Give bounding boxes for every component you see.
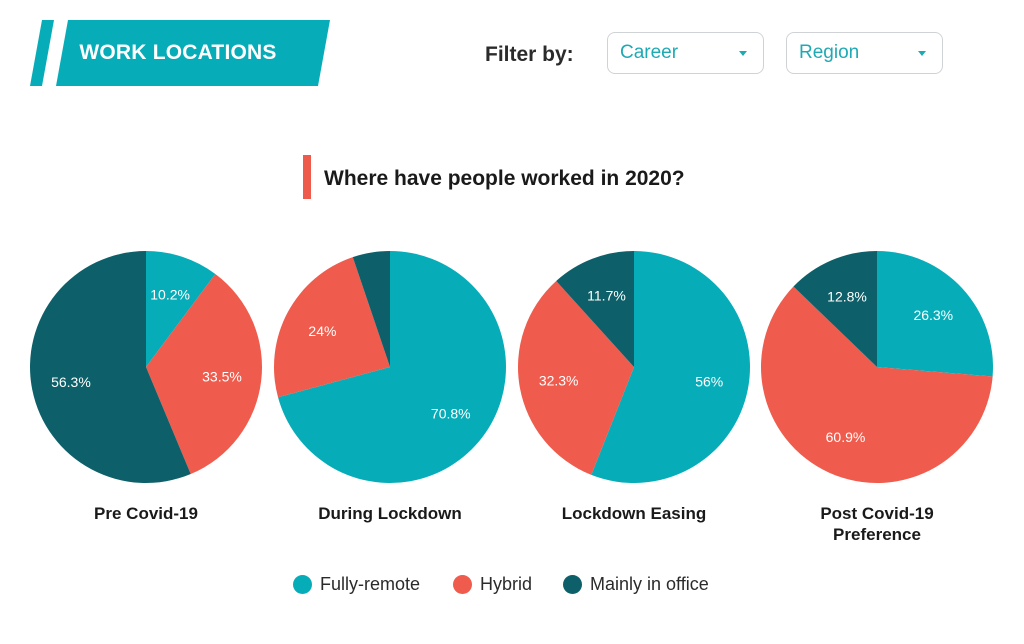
pie-slice-fully-remote [591, 251, 751, 484]
pie-data-label: 11.7% [587, 288, 626, 304]
legend-item-fully-remote: Fully-remote [293, 574, 420, 595]
legend-swatch-fully-remote [293, 575, 312, 594]
pie-data-label: 70.8% [431, 406, 471, 422]
pie-slice-mainly-in-office [793, 251, 877, 367]
pie-3: 56% 32.3% 11.7% [518, 251, 751, 484]
filter-label: Filter by: [485, 43, 574, 66]
pie-1: 10.2% 33.5% 56.3% [30, 251, 263, 483]
pie-2: 70.8% 24% [274, 251, 506, 484]
legend-item-hybrid: Hybrid [453, 574, 532, 595]
pie-data-label: 24% [308, 323, 336, 339]
pie-caption: During Lockdown [318, 504, 462, 523]
region-dropdown[interactable]: Region [786, 32, 943, 74]
banner-shape [30, 20, 330, 86]
pie-slice-hybrid [274, 257, 390, 398]
legend-swatch-mainly-in-office [563, 575, 582, 594]
pie-data-label: 26.3% [913, 307, 953, 323]
pie-caption-line: Preference [833, 525, 921, 544]
pie-slice-fully-remote [278, 251, 506, 484]
pie-caption: Lockdown Easing [561, 504, 707, 523]
legend-swatch-hybrid [453, 575, 472, 594]
career-dropdown-value: Career [620, 42, 679, 63]
chevron-down-icon [739, 51, 747, 56]
pie-slice-hybrid [518, 280, 634, 475]
pie-charts: 10.2% 33.5% 56.3% 70.8% 24% 56% 32.3% 11.7% 26.3… [30, 251, 994, 484]
career-dropdown[interactable]: Career [607, 32, 764, 74]
pie-slice-hybrid [761, 286, 993, 483]
pie-slice-fully-remote [146, 251, 216, 367]
region-dropdown-value: Region [799, 42, 860, 63]
pie-slice-mainly-in-office [352, 251, 390, 367]
page-title: WORK LOCATIONS [79, 41, 277, 64]
pie-data-label: 12.8% [827, 289, 867, 305]
pie-caption: Pre Covid-19 [94, 504, 198, 523]
legend-label-hybrid: Hybrid [480, 574, 533, 594]
legend-label-fully-remote: Fully-remote [320, 574, 421, 594]
chart-title-accent [303, 155, 311, 199]
pie-slice-mainly-in-office [556, 251, 634, 367]
pie-data-label: 10.2% [150, 286, 190, 302]
pie-data-label: 60.9% [826, 429, 866, 445]
chart-title: Where have people worked in 2020? [324, 167, 685, 190]
pie-data-label: 33.5% [202, 368, 242, 384]
pie-4: 26.3% 60.9% 12.8% [761, 251, 994, 483]
pie-data-label: 32.3% [539, 373, 579, 389]
header-banner [30, 20, 330, 86]
legend: Fully-remote Hybrid Mainly in office [0, 574, 1024, 598]
chevron-down-icon [918, 51, 926, 56]
legend-label-mainly-in-office: Mainly in office [590, 574, 709, 594]
legend-item-mainly-in-office: Mainly in office [563, 574, 709, 595]
pie-data-label: 56.3% [51, 374, 91, 390]
pie-slice-fully-remote [877, 251, 994, 377]
pie-slice-mainly-in-office [30, 251, 191, 483]
pie-caption-line: Post Covid-19 [820, 504, 934, 523]
pie-slice-hybrid [146, 274, 263, 475]
pie-caption: Post Covid-19 Preference [777, 503, 977, 545]
pie-data-label: 56% [695, 373, 723, 389]
